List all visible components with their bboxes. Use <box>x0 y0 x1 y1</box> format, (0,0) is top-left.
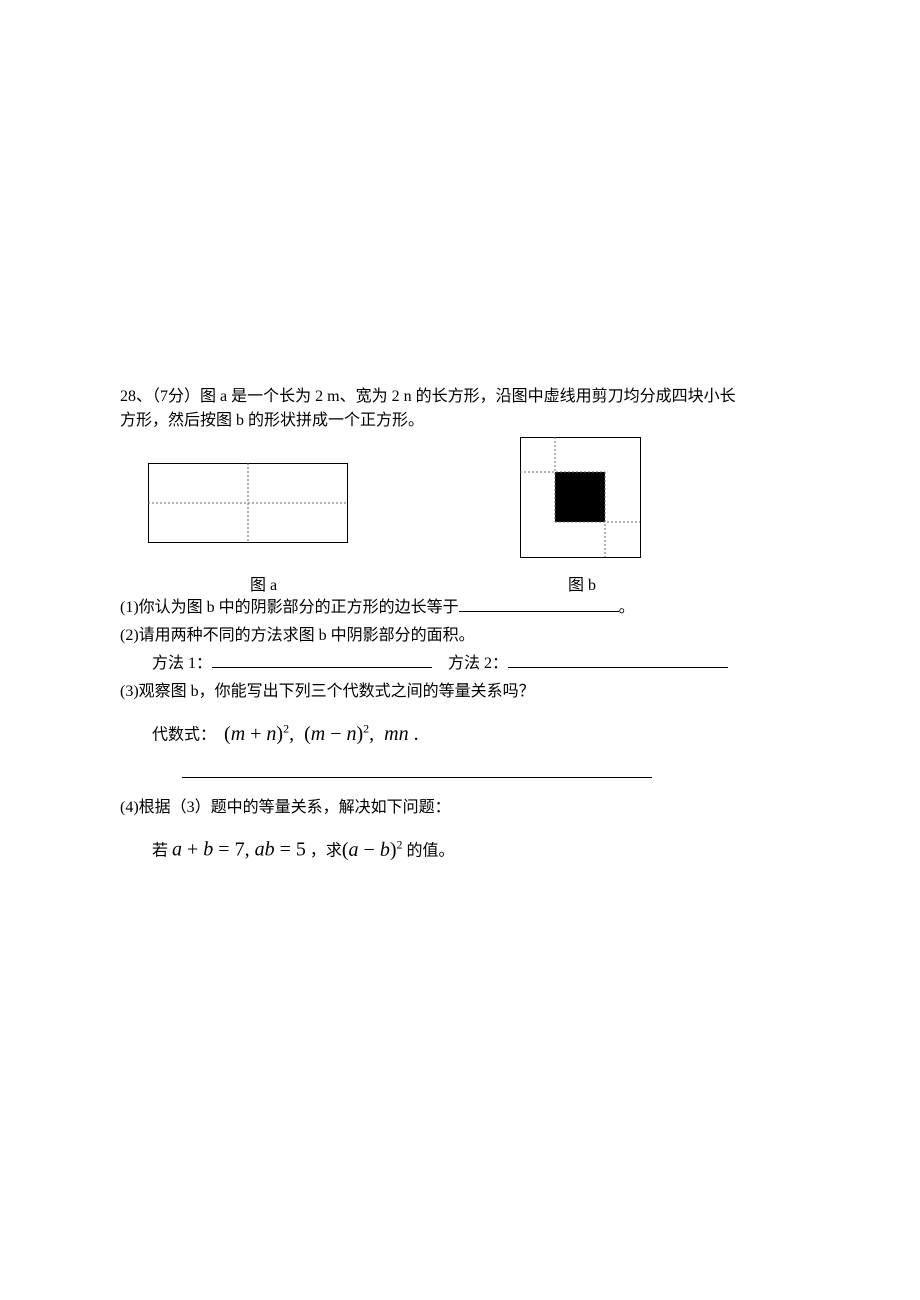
q2-blank2[interactable] <box>508 653 728 668</box>
q2-blank1[interactable] <box>212 653 432 668</box>
q1-period: 。 <box>619 599 635 616</box>
question-3-line1: (3)观察图 b，你能写出下列三个代数式之间的等量关系吗？ <box>120 680 535 704</box>
q1-text: (1)你认为图 b 中的阴影部分的正方形的边长等于 <box>120 599 459 616</box>
q2-method2-label: 方法 2： <box>448 655 508 672</box>
q3-expressions: (m + n)2, (m − n)2, mn . <box>224 723 419 745</box>
question-4-line1: (4)根据（3）题中的等量关系，解决如下问题： <box>120 796 451 820</box>
q4-given: a + b = 7, ab = 5 <box>172 839 306 861</box>
intro-line2: 方形，然后按图 b 的形状拼成一个正方形。 <box>120 412 424 429</box>
math-problem-sheet: 28、（7分）图 a 是一个长为 2 m、宽为 2 n 的长方形，沿图中虚线用剪… <box>0 0 920 1300</box>
problem-number: 28、（7分） <box>120 388 200 405</box>
figure-a-caption: 图 a <box>250 571 277 595</box>
figure-b-caption: 图 b <box>568 571 596 595</box>
q2-method1-label: 方法 1： <box>152 655 212 672</box>
figure-b <box>520 437 641 563</box>
question-4-line2: 若 a + b = 7, ab = 5 ，求(a − b)2 的值。 <box>152 832 455 864</box>
question-2-line1: (2)请用两种不同的方法求图 b 中阴影部分的面积。 <box>120 624 475 648</box>
q4-find-label: ，求 <box>310 843 342 860</box>
q1-blank[interactable] <box>459 597 619 612</box>
q3-expr-label: 代数式： <box>152 727 216 744</box>
q3-blank[interactable] <box>182 763 652 778</box>
problem-intro: 28、（7分）图 a 是一个长为 2 m、宽为 2 n 的长方形，沿图中虚线用剪… <box>120 385 820 433</box>
figure-a <box>148 463 348 548</box>
question-2-methods: 方法 1： 方法 2： <box>152 652 852 676</box>
question-3-expr: 代数式： (m + n)2, (m − n)2, mn . <box>152 716 419 748</box>
q4-target: (a − b)2 <box>342 839 403 861</box>
question-1: (1)你认为图 b 中的阴影部分的正方形的边长等于 。 <box>120 596 840 620</box>
intro-line1: 图 a 是一个长为 2 m、宽为 2 n 的长方形，沿图中虚线用剪刀均分成四块小… <box>200 388 736 405</box>
figure-b-svg <box>520 437 641 558</box>
figure-a-svg <box>148 463 348 543</box>
question-3-blank-row <box>182 762 652 786</box>
q4-if-label: 若 <box>152 843 168 860</box>
q4-after: 的值。 <box>407 843 455 860</box>
